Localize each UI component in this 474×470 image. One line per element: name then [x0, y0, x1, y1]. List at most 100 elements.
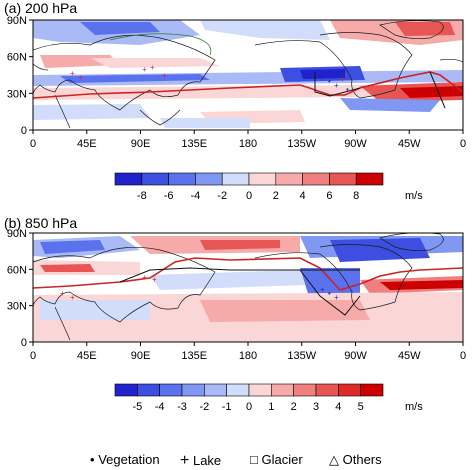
others-marker-icon: △: [329, 452, 339, 467]
panel-a-x-tick-label: 45W: [398, 138, 421, 150]
panel-b-colorbar-label: 0: [246, 401, 252, 413]
panel-b-region-line: [119, 267, 361, 316]
legend-glacier: □ Glacier: [250, 452, 303, 467]
panel-a-colorbar-bin: [168, 172, 196, 186]
panel-b-colorbar-label: 3: [313, 401, 319, 413]
vegetation-marker-icon: •: [90, 452, 95, 467]
panel-a-region-line: [314, 71, 446, 109]
svg-text:+: +: [320, 73, 325, 82]
svg-text:+: +: [334, 293, 339, 302]
panel-a-colorbar: -8 -6 -4 -2 0 2 4 6 8 m/s: [114, 172, 423, 202]
panel-b-boundary-line: [33, 257, 463, 291]
panel-b-y-tick-label: 0: [21, 337, 27, 349]
panel-a-colorbar-label: -2: [217, 190, 227, 202]
panel-a-colorbar-label: 8: [353, 190, 359, 202]
panel-a-colorbar-bin: [114, 172, 143, 186]
panel-b-station-markers: + ++ + + • ++: [60, 273, 345, 302]
panel-a-colorbar-label: 0: [246, 190, 252, 202]
panel-b-colorbar-bin: [293, 383, 317, 397]
panel-b-colorbar-label: -5: [132, 401, 142, 413]
panel-a-colorbar-label: 2: [273, 190, 279, 202]
panel-a-colorbar-bin: [302, 172, 330, 186]
panel-b-anomaly-shading: [33, 236, 463, 342]
panel-b-colorbar-label: -4: [155, 401, 165, 413]
panel-a-map: + ++ ++ + • ++•: [33, 20, 463, 130]
panel-b-y-tick-label: 30N: [7, 301, 27, 313]
panel-b-colorbar-bin: [159, 383, 183, 397]
panel-a-y-tick-label: 60N: [7, 52, 27, 64]
svg-text:+: +: [152, 275, 157, 284]
panel-a-x-tick-label: 180: [239, 138, 257, 150]
svg-text:•: •: [328, 77, 331, 86]
panel-a-x-tick-label: 135E: [181, 138, 207, 150]
panel-a-x-tick-label: 45E: [77, 138, 97, 150]
svg-text:+: +: [340, 285, 345, 294]
panel-a-x-tick-label: 135W: [287, 138, 316, 150]
panel-a-coastlines: [33, 20, 463, 129]
svg-text:+: +: [78, 73, 83, 82]
panel-b-colorbar-bin: [248, 383, 272, 397]
panel-a-x-tick-label: 0: [30, 138, 36, 150]
panel-b-x-tick-label: 45W: [398, 350, 421, 362]
panel-b-colorbar-label: -1: [222, 401, 232, 413]
panel-b-colorbar-label: 4: [335, 401, 341, 413]
panel-b-colorbar-bin: [204, 383, 227, 397]
panel-a-title: (a) 200 hPa: [4, 0, 78, 16]
panel-b-colorbar-label: 2: [291, 401, 297, 413]
glacier-marker-icon: □: [250, 452, 258, 467]
panel-b-colorbar-unit: m/s: [405, 401, 423, 413]
panel-a-colorbar-bin: [275, 172, 303, 186]
svg-text:+: +: [142, 273, 147, 282]
panel-b-y-tick-label: 60N: [7, 264, 27, 276]
panel-b-colorbar-label: 1: [268, 401, 274, 413]
panel-a-y-tick-label: 0: [21, 125, 27, 137]
panel-b-x-tick-label: 180: [239, 350, 257, 362]
panel-a-y-tick-label: 90N: [7, 15, 27, 27]
svg-text:+: +: [334, 81, 339, 90]
svg-text:+: +: [70, 69, 75, 78]
panel-b-x-tick-label: 90W: [344, 350, 367, 362]
panel-b-title: (b) 850 hPa: [4, 215, 78, 231]
panel-b-x-tick-label: 135W: [287, 350, 316, 362]
panel-a-colorbar-bin: [221, 172, 250, 186]
panel-b-y-tick-label: 90N: [7, 228, 27, 240]
legend-vegetation: • Vegetation: [90, 452, 160, 467]
legend-others-label: Others: [342, 452, 382, 467]
panel-a-colorbar-bin: [329, 172, 357, 186]
panel-b-colorbar-bin: [360, 383, 384, 397]
panel-a-colorbar-label: -8: [137, 190, 147, 202]
panel-b-colorbar-bin: [271, 383, 294, 397]
legend-glacier-label: Glacier: [261, 452, 303, 467]
panel-b-colorbar-bin: [137, 383, 160, 397]
panel-a-x-tick-label: 90E: [131, 138, 151, 150]
panel-a-y-tick-label: 30N: [7, 88, 27, 100]
panel-a-station-markers: + ++ ++ + • ++•: [70, 63, 349, 94]
panel-a-colorbar-label: 6: [326, 190, 332, 202]
panel-a-x-tick-label: 0: [460, 138, 466, 150]
panel-a-anomaly-shading: [33, 20, 463, 128]
panel-b-colorbar-bin: [226, 383, 250, 397]
panel-b-colorbar-bin: [114, 383, 138, 397]
panel-a-colorbar-bin: [141, 172, 169, 186]
svg-text:+: +: [320, 285, 325, 294]
panel-b-x-tick-label: 0: [30, 350, 36, 362]
panel-a-x-tick-label: 90W: [344, 138, 367, 150]
panel-a-colorbar-bin: [248, 172, 277, 186]
panel-a-colorbar-label: 4: [300, 190, 306, 202]
panel-b-colorbar-bin: [338, 383, 361, 397]
panel-b-x-tick-label: 45E: [77, 350, 97, 362]
svg-text:+: +: [60, 289, 65, 298]
panel-a-colorbar-unit: m/s: [405, 190, 423, 202]
panel-b-x-tick-label: 135E: [181, 350, 207, 362]
panel-b-colorbar-label: -2: [199, 401, 209, 413]
panel-a-colorbar-label: -6: [164, 190, 174, 202]
svg-text:+: +: [70, 293, 75, 302]
panel-b-x-tick-label: 90E: [131, 350, 151, 362]
panel-b-coastlines: [33, 233, 444, 341]
panel-a-colorbar-label: -4: [191, 190, 201, 202]
legend-lake: + Lake: [180, 452, 221, 470]
lake-marker-icon: +: [180, 452, 190, 469]
legend-lake-label: Lake: [192, 453, 222, 468]
